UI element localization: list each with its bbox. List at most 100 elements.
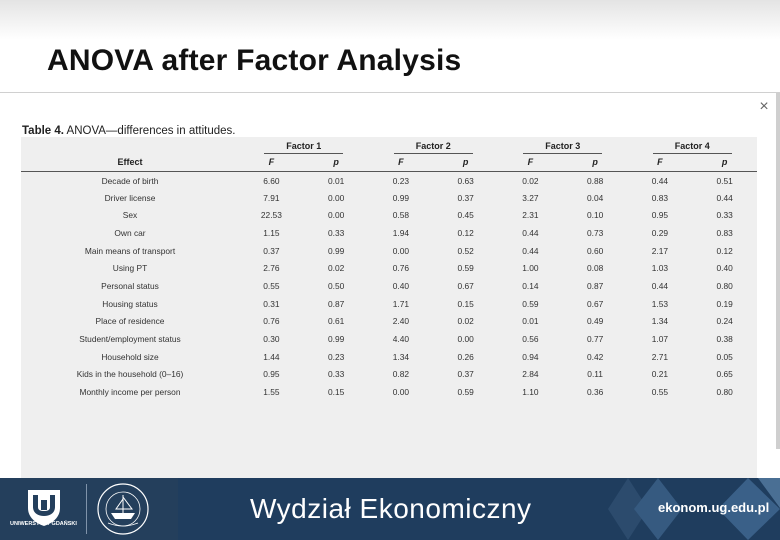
value-cell: 2.84 xyxy=(522,369,539,380)
value-cell: 0.12 xyxy=(716,245,733,256)
factor-header-row: Factor 1 Factor 2 Factor 3 Factor 4 xyxy=(21,140,757,154)
value-cell: 0.33 xyxy=(327,369,345,380)
value-cell: 0.95 xyxy=(263,369,280,380)
effect-cell: Household size xyxy=(101,351,159,362)
effect-cell: Monthly income per person xyxy=(79,387,181,398)
value-cell: 0.80 xyxy=(716,280,733,291)
effect-cell: Sex xyxy=(122,210,138,221)
value-cell: 0.52 xyxy=(457,245,474,256)
value-cell: 0.23 xyxy=(327,351,345,362)
stat-header: p xyxy=(433,154,498,172)
value-cell: 0.76 xyxy=(263,316,280,327)
value-cell: 0.44 xyxy=(651,280,669,291)
value-cell: 0.58 xyxy=(392,210,410,221)
value-cell: 0.12 xyxy=(457,227,474,238)
table-row: Decade of birth 6.60 0.01 0.23 0.63 0.02 0.88 0… xyxy=(21,171,757,189)
value-cell: 1.15 xyxy=(263,227,280,238)
table-row: Student/employment status 0.30 0.99 4.40 0.0… xyxy=(21,330,757,348)
table-row: Using PT 2.76 0.02 0.76 0.59 1.00 0.08 1.03 0.40 xyxy=(21,259,757,277)
value-cell: 0.40 xyxy=(392,280,410,291)
table-caption: Table 4. ANOVA—differences in attitudes. xyxy=(22,125,236,137)
value-cell: 0.02 xyxy=(457,316,474,327)
value-cell: 2.17 xyxy=(651,245,669,256)
value-cell: 0.99 xyxy=(392,192,410,203)
value-cell: 1.07 xyxy=(651,334,669,345)
stat-header: F xyxy=(239,154,304,172)
value-cell: 0.80 xyxy=(716,387,733,398)
anova-table-body: Decade of birth 6.60 0.01 0.23 0.63 0.02 0.88 0… xyxy=(21,171,757,401)
value-cell: 0.44 xyxy=(651,176,669,187)
value-cell: 0.02 xyxy=(327,263,345,274)
factor-header: Factor 3 xyxy=(498,140,628,154)
value-cell: 1.44 xyxy=(263,351,280,362)
value-cell: 2.76 xyxy=(263,263,280,274)
value-cell: 0.63 xyxy=(457,176,474,187)
value-cell: 0.59 xyxy=(522,298,539,309)
value-cell: 0.11 xyxy=(587,369,603,380)
value-cell: 0.51 xyxy=(716,176,733,187)
table-row: Main means of transport 0.37 0.99 0.00 0.52 0… xyxy=(21,242,757,260)
close-icon[interactable]: × xyxy=(759,98,769,115)
table-row: Personal status 0.55 0.50 0.40 0.67 0.14 0.87 0… xyxy=(21,277,757,295)
stat-header-row: Effect F p F p F p F p xyxy=(21,154,757,172)
value-cell: 0.36 xyxy=(586,387,604,398)
value-cell: 0.82 xyxy=(392,369,410,380)
value-cell: 0.33 xyxy=(716,210,733,221)
logo-divider xyxy=(86,484,87,534)
value-cell: 0.59 xyxy=(457,263,474,274)
effect-cell: Personal status xyxy=(101,280,159,291)
value-cell: 0.95 xyxy=(651,210,669,221)
table-row: Driver license 7.91 0.00 0.99 0.37 3.27 0.04 0.… xyxy=(21,189,757,207)
value-cell: 0.30 xyxy=(263,334,280,345)
value-cell: 0.83 xyxy=(716,227,733,238)
value-cell: 22.53 xyxy=(260,210,282,221)
value-cell: 3.27 xyxy=(522,192,539,203)
value-cell: 0.99 xyxy=(327,245,345,256)
value-cell: 0.73 xyxy=(586,227,604,238)
value-cell: 0.04 xyxy=(586,192,604,203)
value-cell: 4.40 xyxy=(392,334,410,345)
ug-shield-logo-icon xyxy=(28,490,60,526)
table-row: Housing status 0.31 0.87 1.71 0.15 0.59 0.67 1.… xyxy=(21,295,757,313)
value-cell: 2.71 xyxy=(651,351,669,362)
value-cell: 1.71 xyxy=(392,298,410,309)
table-row: Place of residence 0.76 0.61 2.40 0.02 0.01 0.… xyxy=(21,313,757,331)
value-cell: 1.94 xyxy=(392,227,410,238)
value-cell: 0.50 xyxy=(327,280,345,291)
value-cell: 0.99 xyxy=(327,334,345,345)
value-cell: 0.77 xyxy=(586,334,604,345)
table-image-panel: × Table 4. ANOVA—differences in attitude… xyxy=(0,92,780,502)
value-cell: 0.23 xyxy=(392,176,410,187)
value-cell: 0.65 xyxy=(716,369,733,380)
value-cell: 0.14 xyxy=(522,280,539,291)
value-cell: 0.29 xyxy=(651,227,669,238)
effect-cell: Driver license xyxy=(104,192,156,203)
factor-header: Factor 4 xyxy=(628,140,758,154)
value-cell: 0.38 xyxy=(716,334,733,345)
value-cell: 7.91 xyxy=(263,192,280,203)
value-cell: 0.55 xyxy=(651,387,669,398)
effect-cell: Main means of transport xyxy=(84,245,176,256)
value-cell: 0.15 xyxy=(457,298,474,309)
value-cell: 0.21 xyxy=(651,369,669,380)
table-row: Household size 1.44 0.23 1.34 0.26 0.94 0.42 2.… xyxy=(21,348,757,366)
value-cell: 0.01 xyxy=(522,316,539,327)
value-cell: 1.34 xyxy=(392,351,410,362)
effect-header: Effect xyxy=(21,154,239,172)
value-cell: 1.03 xyxy=(651,263,669,274)
value-cell: 2.40 xyxy=(392,316,410,327)
value-cell: 1.00 xyxy=(522,263,539,274)
faculty-url[interactable]: ekonom.ug.edu.pl xyxy=(658,500,770,515)
value-cell: 1.34 xyxy=(651,316,669,327)
value-cell: 0.10 xyxy=(586,210,604,221)
value-cell: 0.44 xyxy=(716,192,733,203)
value-cell: 0.37 xyxy=(457,192,474,203)
value-cell: 0.44 xyxy=(522,245,539,256)
table-row: Sex 22.53 0.00 0.58 0.45 2.31 0.10 0.95 0.33 xyxy=(21,206,757,224)
value-cell: 0.94 xyxy=(522,351,539,362)
ug-logo-text: UNIWERSYTET GDAŃSKI xyxy=(10,521,77,527)
value-cell: 0.88 xyxy=(586,176,604,187)
value-cell: 0.60 xyxy=(586,245,604,256)
value-cell: 0.00 xyxy=(457,334,474,345)
value-cell: 0.33 xyxy=(327,227,345,238)
